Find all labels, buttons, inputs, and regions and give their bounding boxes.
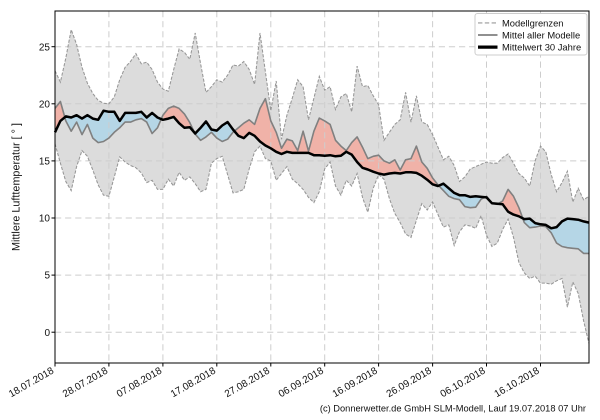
svg-text:20: 20 — [39, 99, 51, 110]
svg-text:(c) Donnerwetter.de GmbH SLM-M: (c) Donnerwetter.de GmbH SLM-Modell, Lau… — [320, 404, 586, 414]
svg-text:15: 15 — [39, 157, 51, 168]
svg-text:25: 25 — [39, 42, 51, 53]
svg-text:Mittlere Lufttemperatur [ ° ]: Mittlere Lufttemperatur [ ° ] — [11, 123, 23, 251]
svg-text:10: 10 — [39, 214, 51, 225]
svg-text:0: 0 — [44, 328, 50, 339]
svg-text:Modellgrenzen: Modellgrenzen — [502, 17, 564, 28]
svg-text:Mittel aller Modelle: Mittel aller Modelle — [502, 29, 580, 40]
svg-text:5: 5 — [44, 271, 50, 282]
svg-text:Mittelwert 30 Jahre: Mittelwert 30 Jahre — [502, 42, 581, 53]
